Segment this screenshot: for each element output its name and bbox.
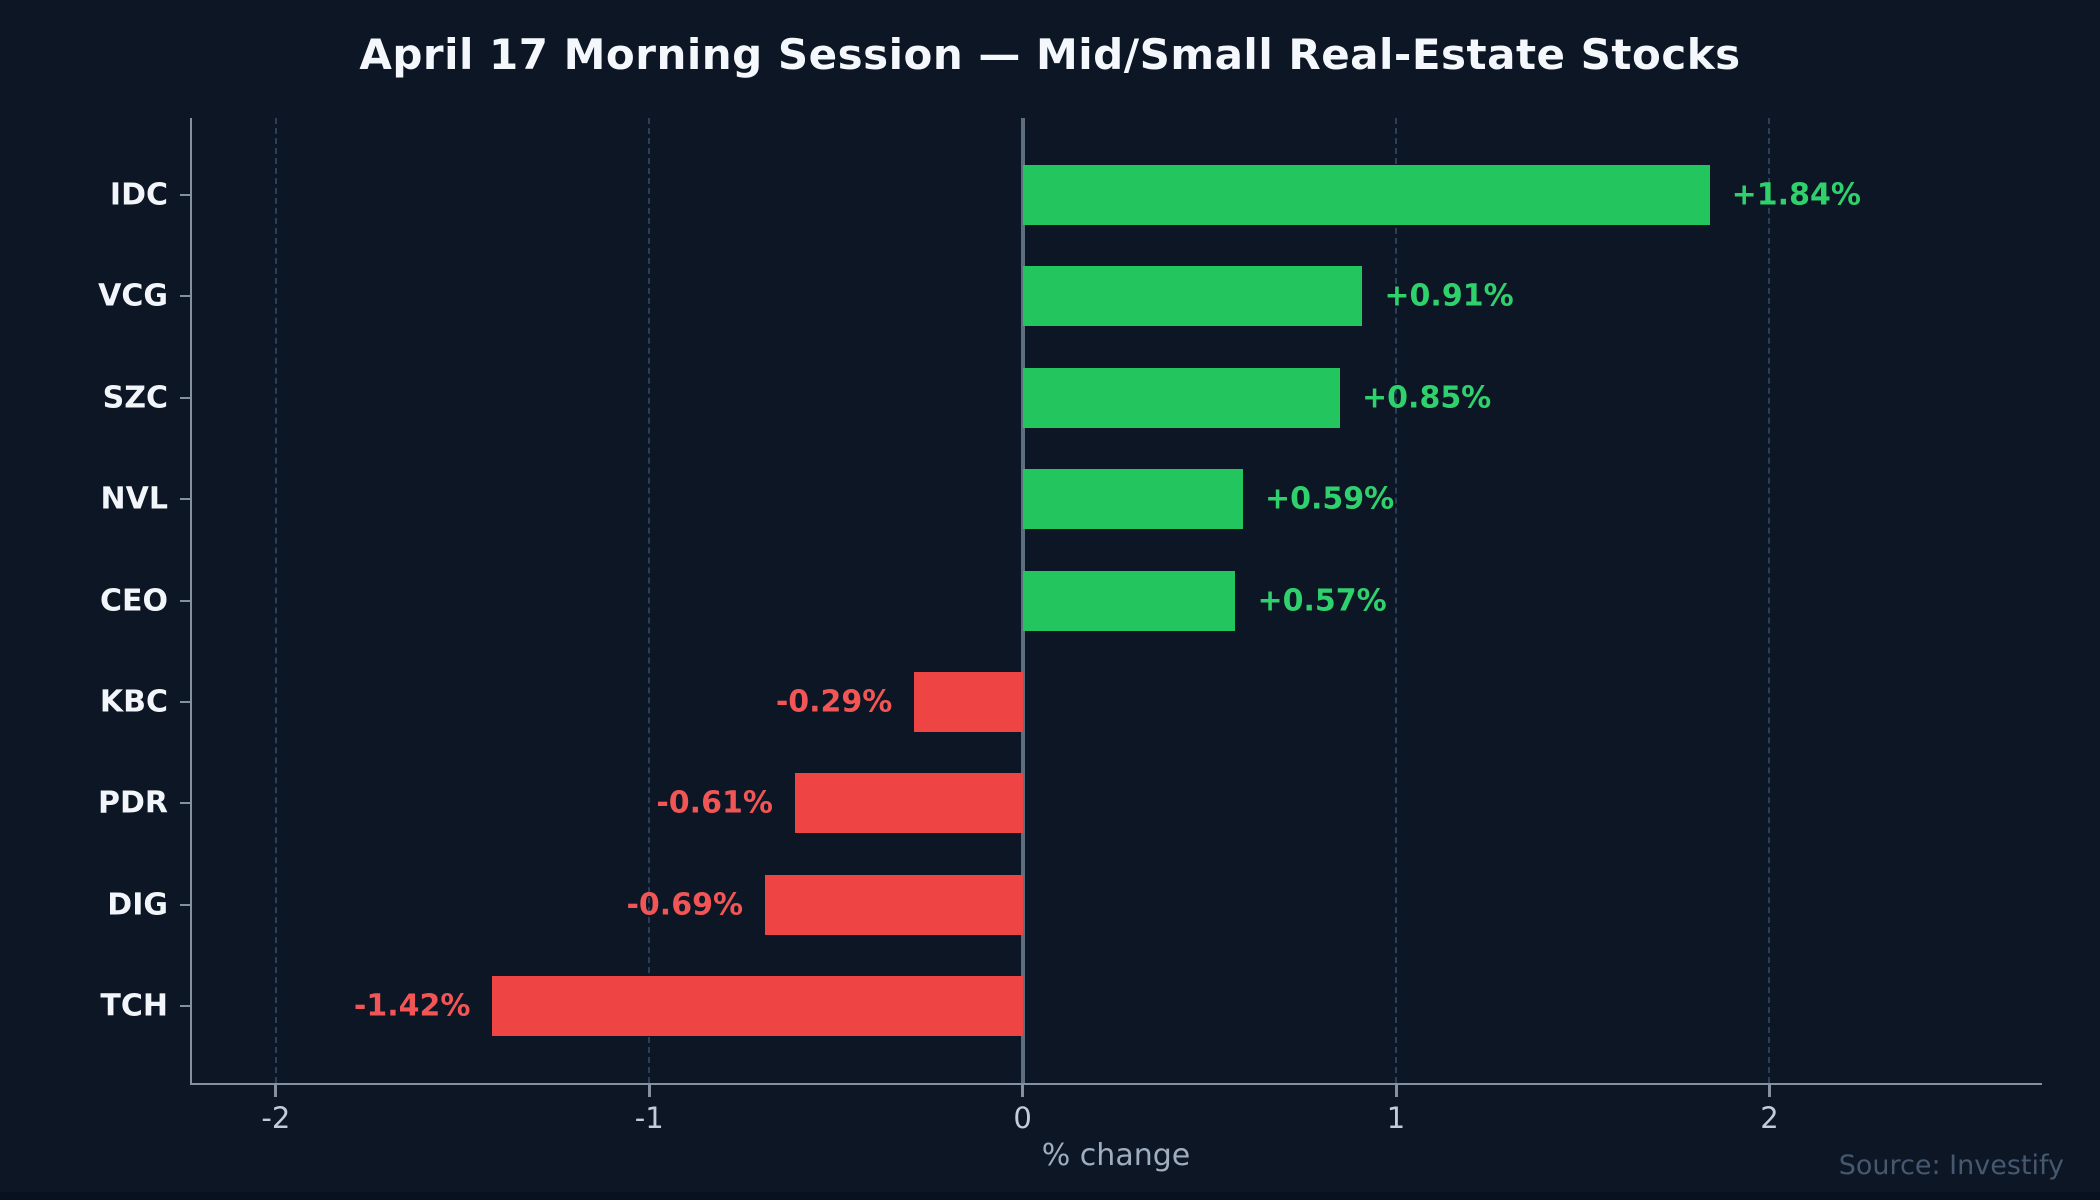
y-axis-spine xyxy=(190,118,192,1083)
gridline-x--1 xyxy=(648,118,651,1083)
bar-SZC xyxy=(1022,367,1341,428)
x-tick-label--2: -2 xyxy=(261,1101,291,1135)
x-tick-mark xyxy=(1767,1083,1771,1097)
bar-value-label: +0.57% xyxy=(1257,583,1387,619)
x-tick-label-0: 0 xyxy=(1013,1101,1032,1135)
bar-TCH xyxy=(492,976,1023,1037)
ytick-label-TCH: TCH xyxy=(100,988,168,1024)
bar-value-label: -0.61% xyxy=(656,785,773,821)
ytick-label-NVL: NVL xyxy=(100,481,168,517)
bar-value-label: -0.69% xyxy=(626,887,744,923)
x-tick-label--1: -1 xyxy=(634,1101,664,1135)
x-tick-label-1: 1 xyxy=(1386,1101,1406,1135)
bar-value-label: +0.91% xyxy=(1384,278,1514,314)
bottom-strip xyxy=(0,1192,2100,1200)
y-tick-mark xyxy=(180,599,190,602)
x-tick-mark xyxy=(274,1083,278,1097)
bar-KBC xyxy=(914,672,1023,732)
x-tick-mark xyxy=(1394,1083,1398,1097)
bar-PDR xyxy=(794,773,1023,834)
y-tick-mark xyxy=(180,1005,190,1008)
x-tick-mark xyxy=(1021,1083,1025,1097)
chart-title: April 17 Morning Session — Mid/Small Rea… xyxy=(359,30,1741,79)
bar-value-label: +0.59% xyxy=(1264,481,1395,517)
y-tick-mark xyxy=(180,194,190,196)
ytick-label-PDR: PDR xyxy=(98,785,168,821)
bar-DIG xyxy=(765,874,1023,935)
bar-value-label: -1.42% xyxy=(353,988,471,1024)
bar-value-label: +0.85% xyxy=(1362,380,1492,416)
bar-value-label: +1.84% xyxy=(1731,177,1861,213)
y-tick-mark xyxy=(180,903,190,906)
gridline-x-2 xyxy=(1768,118,1771,1083)
x-axis-title: % change xyxy=(1041,1138,1191,1173)
y-tick-mark xyxy=(180,701,190,703)
gridline-x--2 xyxy=(274,118,277,1083)
bar-value-label: -0.29% xyxy=(775,684,893,720)
x-tick-mark xyxy=(647,1083,651,1097)
ytick-label-KBC: KBC xyxy=(99,684,168,720)
y-tick-mark xyxy=(180,396,190,399)
y-tick-mark xyxy=(180,295,190,298)
x-tick-label-2: 2 xyxy=(1760,1101,1779,1135)
ytick-label-SZC: SZC xyxy=(102,380,168,416)
ytick-label-CEO: CEO xyxy=(99,583,168,619)
bar-CEO xyxy=(1022,570,1236,631)
bar-VCG xyxy=(1022,266,1363,327)
y-tick-mark xyxy=(180,498,190,501)
bar-IDC xyxy=(1022,165,1710,225)
x-axis-spine xyxy=(190,1083,2042,1085)
y-tick-mark xyxy=(180,802,190,805)
ytick-label-DIG: DIG xyxy=(107,887,168,923)
source-note: Source: Investify xyxy=(1838,1150,2064,1181)
gridline-x-1 xyxy=(1395,118,1398,1083)
bar-NVL xyxy=(1022,469,1243,530)
ytick-label-IDC: IDC xyxy=(109,177,168,213)
ytick-label-VCG: VCG xyxy=(98,278,168,314)
